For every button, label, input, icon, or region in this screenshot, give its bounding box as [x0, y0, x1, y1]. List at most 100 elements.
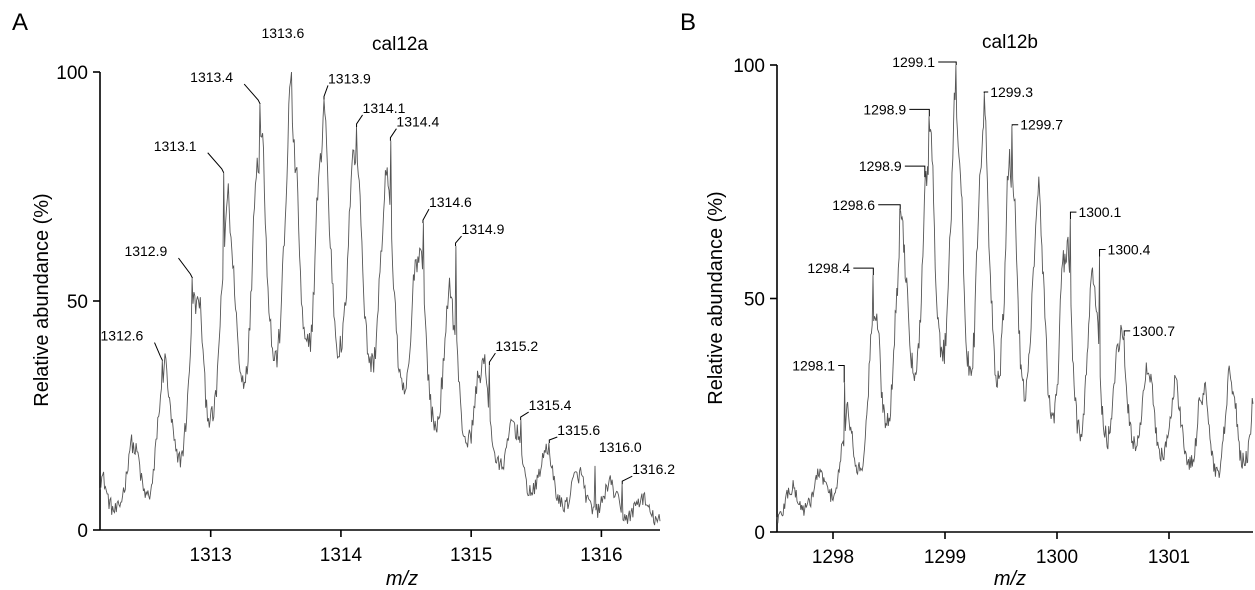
y-tick-label: 50: [67, 292, 88, 313]
x-tick-label: 1313: [190, 545, 232, 566]
peak-leader: [243, 83, 261, 105]
ticks-b: 1298 1299 1300 1301 0 50 100: [733, 56, 1190, 568]
panel-b: B cal12b Relative abundance (%) m/z 1298…: [680, 9, 1254, 590]
peak-leader: [548, 436, 558, 443]
panel-letter-a: A: [12, 9, 28, 36]
peak-leader: [323, 85, 329, 100]
x-tick-label: 1298: [812, 547, 854, 568]
peak-label: 1298.1: [792, 358, 845, 383]
x-axis-label-a: m/z: [386, 568, 418, 590]
spectrum-trace-b: [776, 64, 1254, 524]
peak-label: 1316.0: [599, 439, 642, 455]
y-tick-label: 0: [77, 521, 88, 542]
chart-title-b: cal12b: [982, 32, 1038, 53]
peak-leader: [488, 352, 496, 366]
peak-label-text: 1316.0: [599, 439, 642, 455]
y-tick-label: 50: [744, 290, 765, 311]
peak-leader: [983, 91, 989, 94]
peak-label: 1313.1: [154, 138, 225, 173]
peak-label: 1314.1: [356, 100, 406, 127]
spectrum-line: [99, 71, 661, 526]
y-tick-label: 100: [733, 56, 765, 77]
peak-labels-a: 1312.6 1312.9 1313.1 1313.4 1313.6 1313.9 1314…: [101, 25, 675, 485]
peak-label-text: 1298.4: [807, 260, 850, 276]
peak-label-text: 1299.3: [990, 84, 1033, 100]
peak-leader: [356, 114, 363, 127]
peak-label-text: 1300.7: [1132, 323, 1175, 339]
spectrum-trace-a: [99, 71, 661, 526]
peak-label: 1300.1: [1069, 204, 1121, 220]
peak-label-text: 1314.1: [363, 100, 406, 116]
peak-label-text: 1315.6: [557, 422, 600, 438]
peak-label-text: 1312.9: [124, 243, 167, 259]
peak-label-text: 1314.4: [396, 114, 439, 130]
peak-leader: [904, 165, 926, 178]
x-axis-label-b: m/z: [994, 568, 1026, 590]
x-tick-label: 1316: [580, 545, 622, 566]
peak-leader: [938, 61, 957, 65]
y-axis-label-b: Relative abundance (%): [705, 191, 727, 404]
axes-b: [776, 65, 1253, 533]
x-tick-label: 1301: [1148, 547, 1190, 568]
peak-label-text: 1298.6: [832, 197, 875, 213]
peak-label: 1298.4: [807, 260, 874, 276]
peak-label: 1312.6: [101, 328, 163, 361]
x-tick-label: 1315: [450, 545, 492, 566]
peak-leader: [909, 108, 930, 117]
peak-label-text: 1313.6: [261, 25, 304, 41]
spectrum-line: [776, 64, 1254, 524]
panel-a: A cal12a Relative abundance (%) m/z 1313…: [12, 9, 675, 590]
peak-label: 1298.9: [859, 158, 926, 178]
peak-label: 1300.4: [1099, 241, 1151, 257]
peak-leader: [178, 257, 193, 279]
peak-label-text: 1300.1: [1078, 204, 1121, 220]
peak-label-text: 1313.4: [190, 69, 233, 85]
peak-leader: [1069, 211, 1077, 220]
peak-label: 1313.9: [323, 70, 371, 100]
peak-labels-b: 1298.1 1298.4 1298.6 1298.9 1298.9 1299.1 1299…: [792, 54, 1175, 383]
peak-label: 1316.2: [621, 461, 675, 485]
peak-label: 1313.6: [261, 25, 304, 41]
peak-label-text: 1312.6: [101, 328, 144, 344]
peak-label: 1312.9: [124, 243, 193, 279]
peak-leader: [207, 152, 225, 173]
peak-label: 1315.4: [520, 397, 572, 421]
peak-label-text: 1315.2: [495, 338, 538, 354]
peak-label-text: 1298.9: [859, 158, 902, 174]
x-tick-label: 1299: [924, 547, 966, 568]
peak-label-text: 1314.6: [429, 194, 472, 210]
peak-leader: [455, 235, 462, 247]
y-tick-label: 0: [754, 523, 765, 544]
y-tick-label: 100: [56, 63, 88, 84]
peak-label: 1314.6: [422, 194, 472, 224]
peak-leader: [878, 204, 901, 210]
peak-label-text: 1298.9: [863, 101, 906, 117]
peak-label: 1298.9: [863, 101, 930, 117]
x-tick-label: 1314: [320, 545, 363, 566]
peak-leader: [1099, 248, 1106, 257]
peak-label-text: 1314.9: [462, 221, 505, 237]
peak-leader: [621, 475, 633, 485]
peak-leader: [520, 411, 529, 421]
peak-label-text: 1316.2: [632, 461, 675, 477]
peak-label-text: 1313.1: [154, 138, 197, 154]
peak-leader: [389, 128, 397, 141]
peak-label-text: 1313.9: [328, 70, 371, 86]
peak-label: 1313.4: [190, 69, 261, 105]
peak-leader: [422, 208, 430, 224]
peak-label: 1314.9: [455, 221, 505, 247]
peak-label: 1299.3: [983, 84, 1033, 100]
peak-leader: [838, 365, 845, 383]
chart-title-a: cal12a: [372, 34, 428, 55]
peak-leader: [1123, 330, 1131, 336]
panel-letter-b: B: [680, 9, 696, 36]
peak-label: 1299.7: [1011, 117, 1063, 133]
peak-label: 1299.1: [892, 54, 957, 70]
ticks-a: 1313 1314 1315 1316 0 50 100: [56, 63, 622, 566]
peak-label: 1315.2: [488, 338, 538, 366]
peak-label-text: 1315.4: [529, 397, 572, 413]
y-axis-label-a: Relative abundance (%): [31, 193, 53, 406]
peak-label-text: 1300.4: [1108, 241, 1151, 257]
